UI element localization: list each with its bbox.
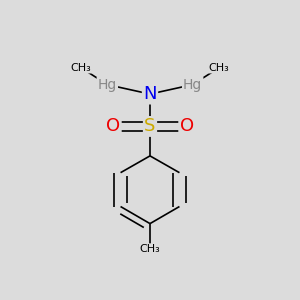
Text: CH₃: CH₃	[140, 244, 160, 254]
Text: O: O	[106, 117, 120, 135]
Text: CH₃: CH₃	[209, 63, 230, 73]
Text: Hg: Hg	[183, 78, 202, 92]
Text: Hg: Hg	[98, 78, 117, 92]
Text: N: N	[143, 85, 157, 103]
Text: CH₃: CH₃	[70, 63, 91, 73]
Text: O: O	[180, 117, 194, 135]
Text: S: S	[144, 117, 156, 135]
